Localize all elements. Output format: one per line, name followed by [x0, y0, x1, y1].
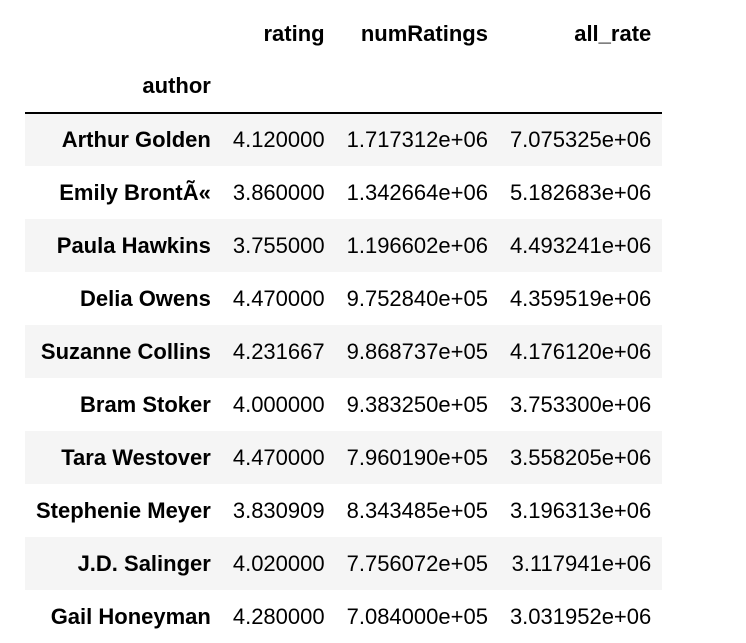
dataframe-table: rating numRatings all_rate author Arthur…	[25, 7, 663, 643]
cell-all-rate: 4.493241e+06	[509, 232, 652, 258]
table-row: Emily BrontÃ« 3.860000 1.342664e+06 5.18…	[25, 166, 663, 219]
column-header-rating: rating	[263, 20, 325, 46]
cell-numratings: 9.752840e+05	[346, 285, 488, 311]
cell-rating: 3.830909	[232, 497, 325, 523]
index-name-row: author	[25, 60, 663, 113]
table-body: Arthur Golden 4.120000 1.717312e+06 7.07…	[25, 113, 663, 643]
cell-all-rate: 3.117941e+06	[511, 550, 652, 576]
column-header-all-rate: all_rate	[574, 20, 652, 46]
cell-all-rate: 5.182683e+06	[509, 179, 652, 205]
cell-all-rate: 4.176120e+06	[509, 338, 652, 364]
index-name-header: author	[142, 73, 211, 98]
cell-all-rate: 3.558205e+06	[509, 444, 652, 470]
cell-rating: 4.020000	[232, 550, 325, 576]
row-author: J.D. Salinger	[77, 550, 211, 576]
row-author: Delia Owens	[80, 285, 211, 311]
table-row: Bram Stoker 4.000000 9.383250e+05 3.7533…	[25, 378, 663, 431]
cell-rating: 4.470000	[232, 285, 325, 311]
index-row-blank	[336, 60, 499, 113]
cell-rating: 4.231667	[232, 338, 325, 364]
row-author: Gail Honeyman	[50, 603, 211, 629]
cell-rating: 3.860000	[232, 179, 325, 205]
row-author: Suzanne Collins	[40, 338, 211, 364]
cell-all-rate: 3.753300e+06	[509, 391, 652, 417]
cell-numratings: 1.342664e+06	[346, 179, 488, 205]
cell-rating: 3.755000	[232, 232, 325, 258]
cell-rating: 4.120000	[232, 127, 325, 152]
table-row: Paula Hawkins 3.755000 1.196602e+06 4.49…	[25, 219, 663, 272]
column-header-row: rating numRatings all_rate	[25, 7, 662, 60]
cell-numratings: 7.960190e+05	[346, 444, 488, 470]
row-author: Stephenie Meyer	[36, 497, 211, 523]
table-row: Suzanne Collins 4.231667 9.868737e+05 4.…	[25, 325, 663, 378]
cell-numratings: 9.383250e+05	[346, 391, 488, 417]
cell-numratings: 1.196602e+06	[346, 232, 488, 258]
table-row: Stephenie Meyer 3.830909 8.343485e+05 3.…	[25, 484, 663, 537]
cell-numratings: 7.756072e+05	[346, 550, 488, 576]
row-author: Tara Westover	[61, 444, 211, 470]
table-row: Arthur Golden 4.120000 1.717312e+06 7.07…	[25, 113, 663, 166]
row-author: Emily BrontÃ«	[59, 179, 211, 205]
index-row-blank	[222, 60, 336, 113]
cell-rating: 4.280000	[232, 603, 325, 629]
cell-rating: 4.000000	[232, 391, 325, 417]
cell-all-rate: 4.359519e+06	[509, 285, 652, 311]
cell-all-rate: 3.196313e+06	[509, 497, 652, 523]
cell-rating: 4.470000	[232, 444, 325, 470]
table-row: Tara Westover 4.470000 7.960190e+05 3.55…	[25, 431, 663, 484]
cell-numratings: 1.717312e+06	[346, 127, 488, 152]
table-row: Gail Honeyman 4.280000 7.084000e+05 3.03…	[25, 590, 663, 643]
cell-all-rate: 7.075325e+06	[509, 127, 652, 152]
table-row: J.D. Salinger 4.020000 7.756072e+05 3.11…	[25, 537, 663, 590]
row-author: Bram Stoker	[80, 391, 211, 417]
row-author: Paula Hawkins	[56, 232, 211, 258]
cell-numratings: 9.868737e+05	[346, 338, 488, 364]
index-row-blank	[499, 60, 662, 113]
table-header: rating numRatings all_rate author	[25, 7, 663, 113]
cell-numratings: 7.084000e+05	[346, 603, 488, 629]
column-header-numratings: numRatings	[360, 20, 488, 46]
cell-all-rate: 3.031952e+06	[509, 603, 652, 629]
table-row: Delia Owens 4.470000 9.752840e+05 4.3595…	[25, 272, 663, 325]
index-header-blank	[25, 7, 222, 60]
cell-numratings: 8.343485e+05	[346, 497, 488, 523]
row-author: Arthur Golden	[61, 127, 211, 152]
